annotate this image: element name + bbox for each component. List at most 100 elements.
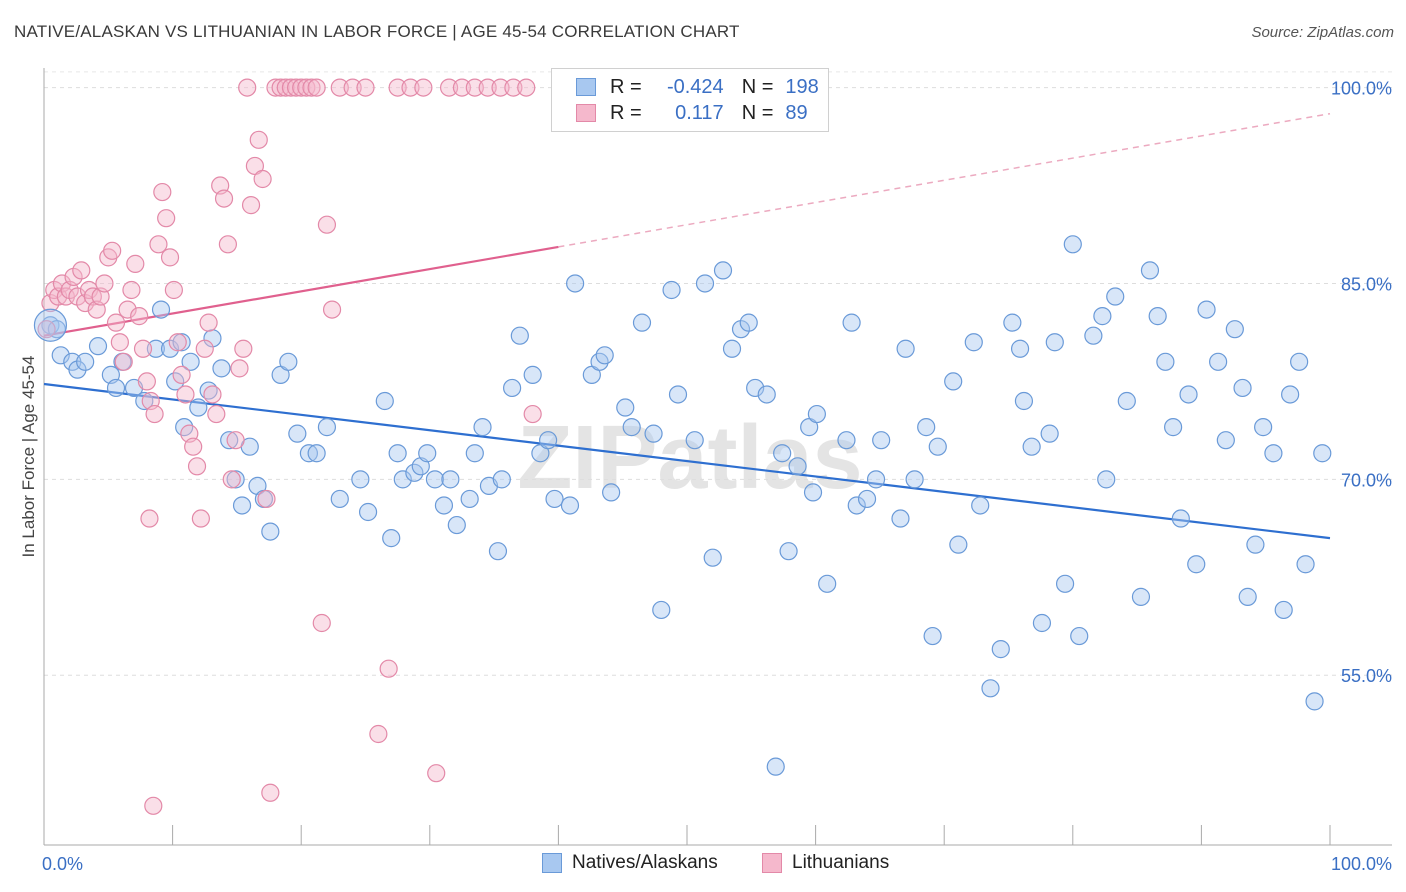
data-points <box>33 78 1332 815</box>
point-lithuanians <box>184 437 203 456</box>
point-natives <box>1254 418 1273 437</box>
point-natives <box>757 385 776 404</box>
stats-legend: R = -0.424 N = 198 R = 0.117 N = 89 <box>551 68 829 132</box>
legend-item-lithuanians: Lithuanians <box>762 852 889 874</box>
legend-r-value: -0.424 <box>666 75 724 98</box>
point-natives <box>473 418 492 437</box>
legend-n-value: 198 <box>785 75 819 98</box>
point-natives <box>1290 352 1309 371</box>
point-lithuanians <box>286 78 306 97</box>
point-natives <box>1106 287 1125 306</box>
point-natives <box>964 333 983 352</box>
point-natives <box>1233 378 1252 398</box>
point-natives <box>632 313 652 332</box>
point-natives <box>595 346 614 365</box>
point-lithuanians <box>257 489 276 509</box>
point-natives <box>492 470 511 489</box>
series-legend: Natives/Alaskans Lithuanians <box>0 852 1406 878</box>
point-lithuanians <box>137 372 156 391</box>
point-natives <box>106 378 126 398</box>
point-natives <box>418 444 437 463</box>
point-natives <box>923 626 942 646</box>
point-natives <box>1055 574 1075 593</box>
point-natives <box>358 502 378 522</box>
point-lithuanians <box>465 78 484 97</box>
legend-n-label: N = <box>741 101 774 124</box>
point-natives <box>779 542 798 561</box>
point-natives <box>1281 385 1300 404</box>
source-label: Source: ZipAtlas.com <box>1251 24 1394 41</box>
point-natives <box>351 470 370 489</box>
point-lithuanians <box>427 764 446 783</box>
point-lithuanians <box>517 78 536 97</box>
point-natives <box>488 542 508 561</box>
point-lithuanians <box>249 130 268 149</box>
point-natives <box>991 640 1010 659</box>
legend-n-value: 89 <box>785 101 808 124</box>
point-natives <box>393 470 412 489</box>
point-lithuanians <box>317 215 337 234</box>
point-natives <box>288 424 307 443</box>
point-natives <box>872 431 891 450</box>
point-natives <box>388 444 407 463</box>
point-lithuanians <box>222 470 241 489</box>
point-natives <box>212 359 231 378</box>
point-natives <box>602 483 621 502</box>
point-natives <box>375 391 394 411</box>
point-natives <box>1296 555 1315 574</box>
point-natives <box>668 385 688 404</box>
point-lithuanians <box>37 320 56 339</box>
point-lithuanians <box>187 457 207 476</box>
legend-n-label: N = <box>741 75 774 98</box>
point-natives <box>788 457 807 476</box>
legend-swatch-lithuanians <box>576 104 596 122</box>
point-natives <box>837 431 856 450</box>
point-natives <box>1187 555 1206 574</box>
point-lithuanians <box>199 313 218 332</box>
point-natives-cluster <box>33 308 68 342</box>
point-lithuanians <box>523 404 542 424</box>
x-tick-label: 100.0% <box>1331 854 1392 874</box>
point-lithuanians <box>266 78 285 97</box>
point-natives <box>425 470 445 489</box>
point-natives <box>405 463 424 482</box>
point-natives <box>382 529 401 548</box>
point-natives <box>545 489 564 509</box>
point-natives <box>226 470 245 489</box>
point-natives <box>465 444 484 463</box>
point-natives <box>1305 692 1324 711</box>
point-natives <box>1063 235 1082 254</box>
y-tick-label: 100.0% <box>1331 79 1392 99</box>
point-lithuanians <box>110 333 129 352</box>
legend-r-value: 0.117 <box>675 101 724 124</box>
point-lithuanians <box>307 78 326 97</box>
point-natives <box>1022 437 1041 456</box>
point-natives <box>441 470 460 489</box>
point-lithuanians <box>214 189 234 208</box>
point-lithuanians <box>218 235 237 254</box>
point-lithuanians <box>133 339 153 358</box>
point-natives <box>1197 300 1216 319</box>
point-natives <box>68 360 87 379</box>
legend-label-natives: Natives/Alaskans <box>572 852 718 873</box>
legend-r-label: R = <box>610 75 642 98</box>
tick-labels: 55.0% 70.0% 85.0% 100.0% 0.0% 100.0% In Labor … <box>19 79 1392 874</box>
point-lithuanians <box>149 235 168 254</box>
point-lithuanians <box>230 359 249 378</box>
point-lithuanians <box>414 78 433 97</box>
point-lithuanians <box>369 724 388 744</box>
point-lithuanians <box>234 339 253 358</box>
legend-label-lithuanians: Lithuanians <box>792 852 890 873</box>
point-natives <box>944 372 963 391</box>
point-natives <box>866 470 886 489</box>
point-natives <box>566 274 585 293</box>
trend-line-lithuanians <box>43 245 559 337</box>
point-natives <box>220 431 239 450</box>
point-lithuanians <box>72 261 91 280</box>
point-lithuanians <box>114 352 133 371</box>
point-natives <box>917 418 936 437</box>
point-natives <box>317 418 337 437</box>
point-natives <box>695 274 715 293</box>
point-lithuanians <box>478 78 497 97</box>
